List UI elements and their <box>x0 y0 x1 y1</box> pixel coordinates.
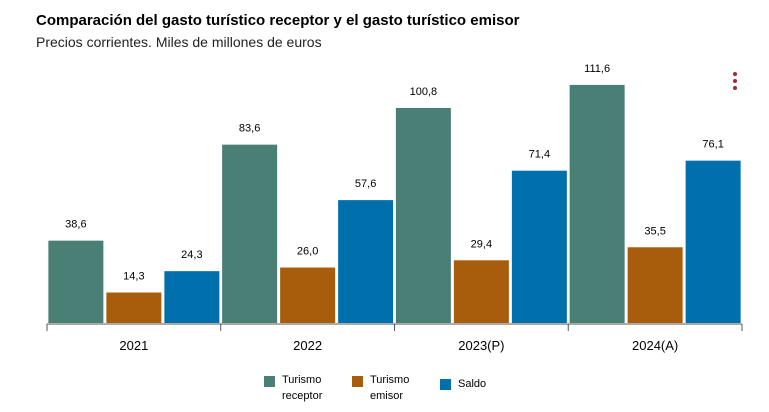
data-label: 38,6 <box>65 219 86 231</box>
legend-item-turismo-emisor[interactable]: Turismo emisor <box>352 372 422 404</box>
legend-item-turismo-receptor[interactable]: Turismo receptor <box>264 372 334 404</box>
bar-saldo-2022 <box>338 200 394 323</box>
x-tick-label: 2021 <box>119 338 148 353</box>
data-label: 76,1 <box>702 139 723 151</box>
chart-title: Comparación del gasto turístico receptor… <box>36 12 520 29</box>
legend-swatch-saldo <box>440 379 451 390</box>
bar-turismo-receptor-2023p <box>395 107 451 324</box>
vertical-ellipsis-icon[interactable] <box>731 72 739 90</box>
bar-turismo-receptor-2021 <box>48 240 104 323</box>
legend-label-emisor: Turismo emisor <box>370 374 410 402</box>
data-label: 26,0 <box>297 246 318 258</box>
bar-turismo-emisor-2021 <box>106 292 162 323</box>
data-label: 14,3 <box>123 270 144 282</box>
x-tick-label: 2022 <box>293 338 322 353</box>
legend-label-receptor: Turismo receptor <box>282 374 323 402</box>
bar-turismo-receptor-2022 <box>222 144 278 323</box>
legend-item-saldo[interactable]: Saldo <box>440 376 510 392</box>
bar-turismo-receptor-2024a <box>569 84 625 323</box>
bar-turismo-emisor-2023p <box>453 260 509 323</box>
legend-swatch-emisor <box>352 376 363 387</box>
bar-saldo-2021 <box>164 271 220 323</box>
data-label: 24,3 <box>181 249 202 261</box>
bar-turismo-emisor-2024a <box>627 247 683 323</box>
data-label: 57,6 <box>355 178 376 190</box>
x-tick-label: 2023(P) <box>458 338 504 353</box>
bar-saldo-2024a <box>685 160 741 323</box>
legend-label-saldo: Saldo <box>458 378 487 390</box>
data-label: 111,6 <box>584 63 610 75</box>
legend-swatch-receptor <box>264 376 275 387</box>
chart-subtitle: Precios corrientes. Miles de millones de… <box>36 34 322 50</box>
data-label: 71,4 <box>529 149 550 161</box>
data-label: 83,6 <box>239 123 260 135</box>
data-label: 35,5 <box>644 225 665 237</box>
x-tick-label: 2024(A) <box>632 338 678 353</box>
bar-turismo-emisor-2022 <box>280 267 336 323</box>
bar-saldo-2023p <box>511 170 567 323</box>
data-label: 100,8 <box>410 86 438 98</box>
data-label: 29,4 <box>471 238 492 250</box>
